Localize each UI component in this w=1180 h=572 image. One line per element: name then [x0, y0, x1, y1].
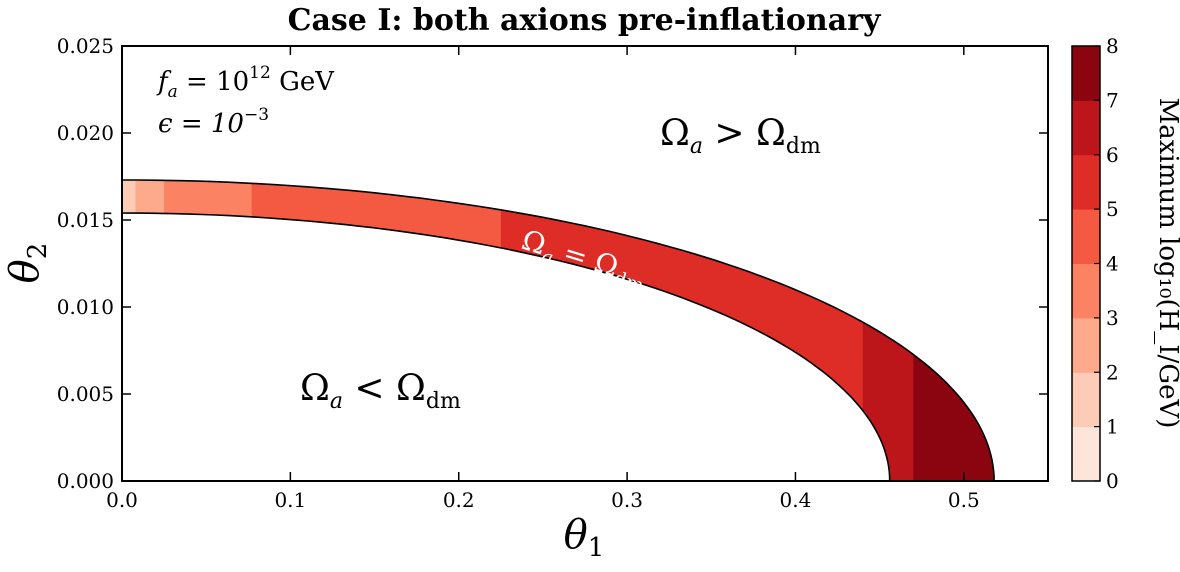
inner-boundary-curve: [121, 212, 891, 482]
colorbar-band-1: [1072, 372, 1100, 428]
y-axis-ticks: 0.000 0.005 0.010 0.015 0.020 0.025: [57, 34, 1048, 493]
y-tick-label: 0.000: [57, 469, 114, 493]
contour-level-6: [862, 180, 915, 481]
y-tick-label: 0.005: [57, 382, 114, 406]
epsilon-annotation: ϵ = 10−3: [158, 105, 269, 139]
x-tick-label: 0.4: [780, 488, 812, 512]
y-tick-label: 0.010: [57, 295, 114, 319]
x-axis-label: θ1: [564, 512, 605, 563]
colorbar-band-0: [1072, 426, 1100, 482]
colorbar-tick-label: 7: [1106, 88, 1119, 112]
colorbar-band-4: [1072, 209, 1100, 264]
underproduction-region-label: Ωa < Ωdm: [300, 368, 461, 414]
x-tick-label: 0.3: [611, 488, 643, 512]
y-tick-label: 0.015: [57, 208, 114, 232]
colorbar-ticks: 0 1 2 3 4 5 6 7 8: [1094, 34, 1119, 493]
x-tick-label: 0.0: [106, 488, 138, 512]
fa-annotation: fa = 1012 GeV: [156, 63, 335, 102]
overproduction-region-label: Ωa > Ωdm: [660, 113, 821, 159]
y-tick-label: 0.025: [57, 34, 114, 58]
x-tick-label: 0.2: [443, 488, 475, 512]
y-axis-label: θ2: [2, 243, 53, 284]
outer-boundary-curve: [122, 179, 995, 482]
colorbar: [1072, 46, 1100, 482]
colorbar-band-3: [1072, 263, 1100, 319]
contour-level-1: [122, 180, 137, 481]
x-tick-label: 0.5: [948, 488, 980, 512]
colorbar-tick-label: 5: [1106, 197, 1119, 221]
y-tick-label: 0.020: [57, 121, 114, 145]
colorbar-tick-label: 4: [1106, 252, 1119, 276]
x-axis-ticks: 0.0 0.1 0.2 0.3 0.4 0.5: [106, 46, 980, 512]
x-tick-label: 0.1: [274, 488, 306, 512]
colorbar-band-5: [1072, 154, 1100, 210]
colorbar-tick-label: 2: [1106, 360, 1119, 384]
chart-title: Case I: both axions pre-inflationary: [288, 3, 882, 38]
colorbar-tick-label: 8: [1106, 34, 1119, 58]
colorbar-band-2: [1072, 317, 1100, 373]
colorbar-tick-label: 6: [1106, 143, 1119, 167]
plot-frame: [121, 45, 1049, 482]
colorbar-tick-label: 0: [1106, 469, 1119, 493]
contour-level-4: [251, 180, 502, 481]
colorbar-band-7: [1072, 46, 1100, 101]
colorbar-tick-label: 3: [1106, 306, 1119, 330]
colorbar-tick-label: 1: [1106, 415, 1119, 439]
colorbar-band-6: [1072, 100, 1100, 156]
contour-level-7: [913, 180, 995, 481]
colorbar-label: Maximum log₁₀(H_I/GeV): [1153, 98, 1180, 429]
